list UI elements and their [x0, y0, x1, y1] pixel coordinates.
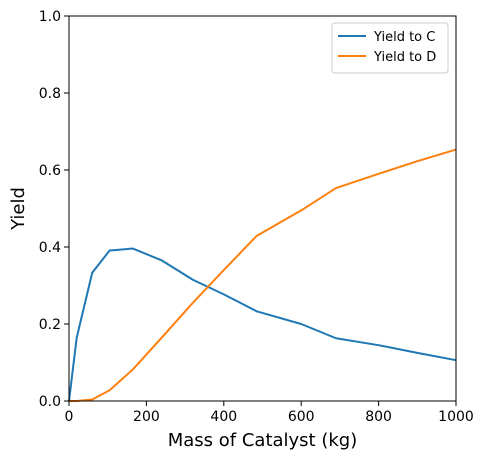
y-tick-label: 0.6	[39, 163, 61, 179]
x-tick-label: 200	[133, 409, 160, 425]
plot-area	[68, 15, 457, 402]
series-layer	[68, 148, 457, 402]
legend-label: Yield to C	[373, 30, 435, 45]
plot-border	[68, 15, 457, 402]
y-tick-label: 1.0	[39, 9, 61, 25]
x-tick-label: 400	[210, 409, 237, 425]
y-tick-label: 0.2	[39, 317, 61, 333]
y-tick-label: 0.0	[39, 394, 61, 410]
x-axis: 0 200 400 600 800 1000	[65, 401, 474, 425]
y-axis: 0.0 0.2 0.4 0.6 0.8 1.0	[39, 9, 69, 410]
legend: Yield to C Yield to D	[331, 22, 449, 74]
x-axis-label: Mass of Catalyst (kg)	[168, 430, 358, 451]
y-tick-label: 0.4	[39, 240, 61, 256]
x-tick-label: 600	[288, 409, 315, 425]
series-line-2	[69, 148, 457, 402]
y-axis-label: Yield	[8, 187, 29, 231]
plot-frame	[69, 16, 456, 401]
x-tick-label: 800	[365, 409, 392, 425]
y-tick-label: 0.8	[39, 86, 61, 102]
legend-label: Yield to D	[373, 50, 436, 65]
x-tick-label: 1000	[438, 409, 474, 425]
x-tick-label: 0	[65, 409, 74, 425]
